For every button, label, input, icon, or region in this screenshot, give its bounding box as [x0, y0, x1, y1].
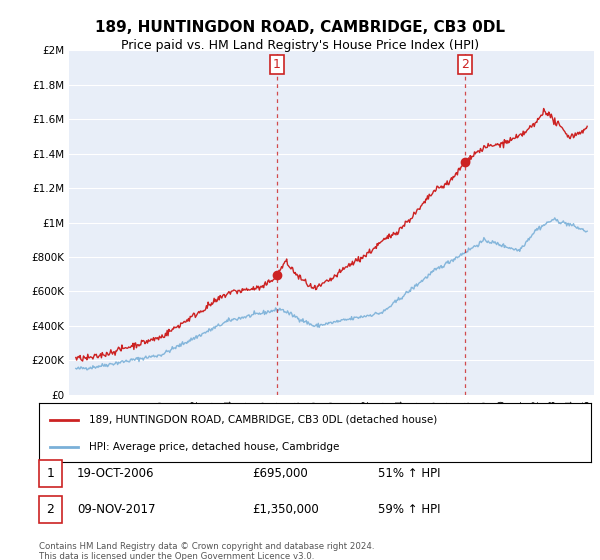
Text: Price paid vs. HM Land Registry's House Price Index (HPI): Price paid vs. HM Land Registry's House … — [121, 39, 479, 52]
Text: 51% ↑ HPI: 51% ↑ HPI — [378, 466, 440, 480]
Text: 59% ↑ HPI: 59% ↑ HPI — [378, 503, 440, 516]
Text: 189, HUNTINGDON ROAD, CAMBRIDGE, CB3 0DL: 189, HUNTINGDON ROAD, CAMBRIDGE, CB3 0DL — [95, 20, 505, 35]
Text: Contains HM Land Registry data © Crown copyright and database right 2024.
This d: Contains HM Land Registry data © Crown c… — [39, 542, 374, 560]
Text: 2: 2 — [46, 503, 55, 516]
Text: 1: 1 — [46, 466, 55, 480]
Text: £1,350,000: £1,350,000 — [252, 503, 319, 516]
Text: 189, HUNTINGDON ROAD, CAMBRIDGE, CB3 0DL (detached house): 189, HUNTINGDON ROAD, CAMBRIDGE, CB3 0DL… — [89, 414, 437, 424]
Text: 19-OCT-2006: 19-OCT-2006 — [77, 466, 154, 480]
Text: 09-NOV-2017: 09-NOV-2017 — [77, 503, 155, 516]
Text: HPI: Average price, detached house, Cambridge: HPI: Average price, detached house, Camb… — [89, 442, 339, 452]
Text: £695,000: £695,000 — [252, 466, 308, 480]
Text: 1: 1 — [273, 58, 281, 71]
Text: 2: 2 — [461, 58, 469, 71]
